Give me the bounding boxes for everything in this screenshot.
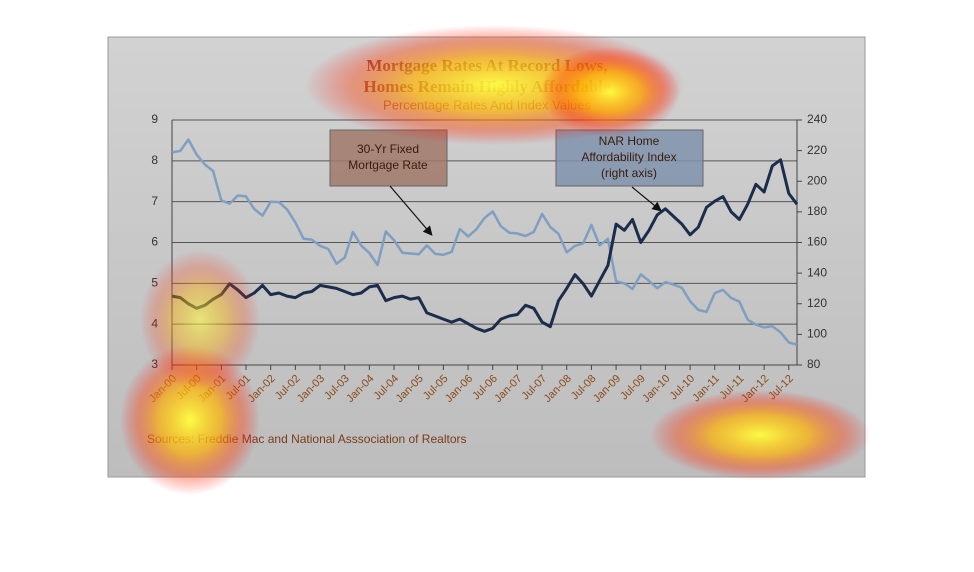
heatmap-overlay	[120, 25, 870, 495]
y2-tick-label: 120	[807, 296, 827, 310]
y2-tick-label: 220	[807, 143, 827, 157]
y-tick-label: 8	[151, 153, 158, 167]
heatmap-spot	[650, 390, 870, 480]
y2-tick-label: 180	[807, 204, 827, 218]
annotation-text: 30-Yr Fixed	[357, 142, 419, 156]
y2-tick-label: 80	[807, 357, 821, 371]
series-line	[171, 138, 798, 346]
y2-tick-label: 160	[807, 235, 827, 249]
annotation-arrow	[389, 185, 433, 236]
heatmap-spot	[540, 47, 680, 137]
y-tick-label: 9	[151, 112, 158, 126]
y2-tick-label: 200	[807, 173, 827, 187]
y-tick-label: 6	[151, 235, 158, 249]
annotation-text: NAR Home	[599, 134, 660, 148]
annotation-text: Affordability Index	[581, 150, 676, 164]
y2-tick-label: 140	[807, 265, 827, 279]
y2-tick-label: 240	[807, 112, 827, 126]
heatmap-spot	[140, 250, 260, 390]
annotation-text: (right axis)	[601, 166, 657, 180]
annotation-arrow	[631, 186, 662, 212]
y2-tick-label: 100	[807, 327, 827, 341]
y-tick-label: 7	[151, 194, 158, 208]
series-line	[171, 158, 799, 333]
annotation-text: Mortgage Rate	[348, 158, 428, 172]
